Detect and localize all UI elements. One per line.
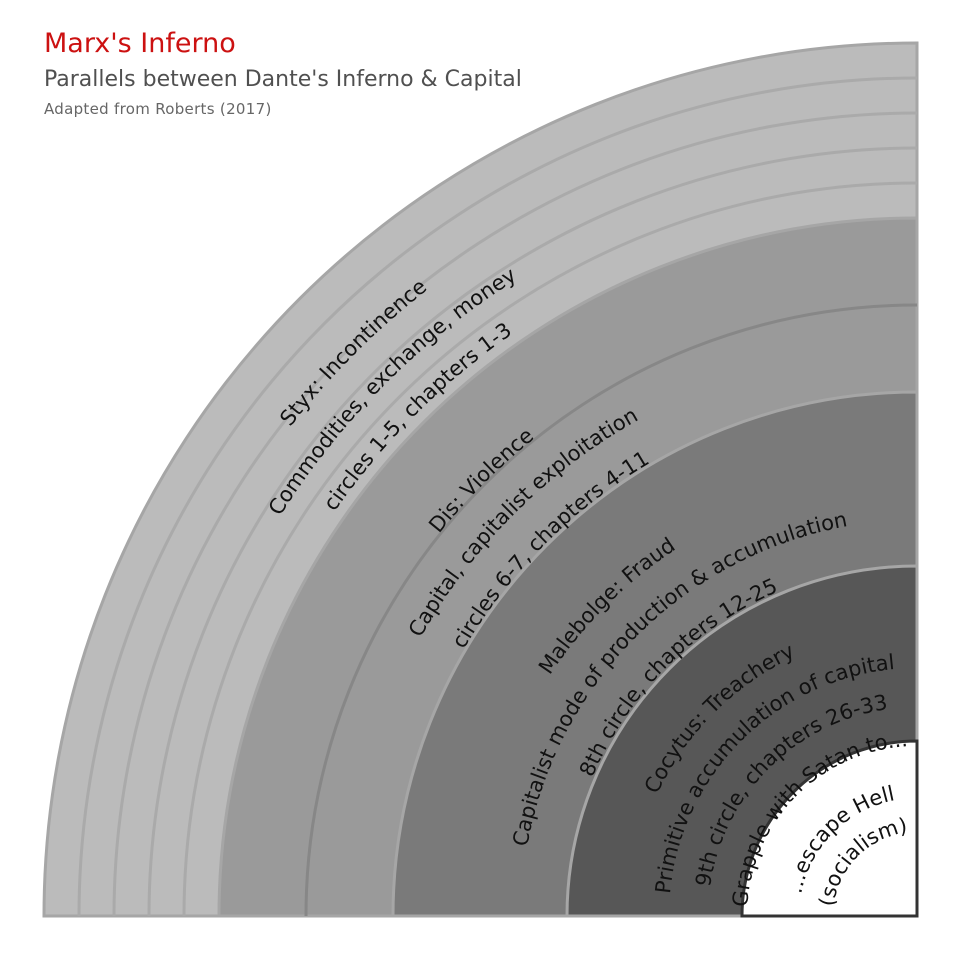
escape-area xyxy=(740,739,919,918)
circle-divider-4 xyxy=(182,181,918,917)
circle-divider-6-7 xyxy=(304,303,918,917)
header: Marx's Inferno Parallels between Dante's… xyxy=(44,26,522,118)
circle-divider-3 xyxy=(147,146,918,917)
ring-bands xyxy=(42,41,919,918)
diagram-subtitle: Parallels between Dante's Inferno & Capi… xyxy=(44,67,522,92)
circle-divider-1 xyxy=(77,76,918,917)
diagram-title: Marx's Inferno xyxy=(44,28,236,59)
ring-dividers xyxy=(77,76,918,917)
circle-divider-2 xyxy=(112,111,918,917)
source-note: Adapted from Roberts (2017) xyxy=(44,100,272,118)
